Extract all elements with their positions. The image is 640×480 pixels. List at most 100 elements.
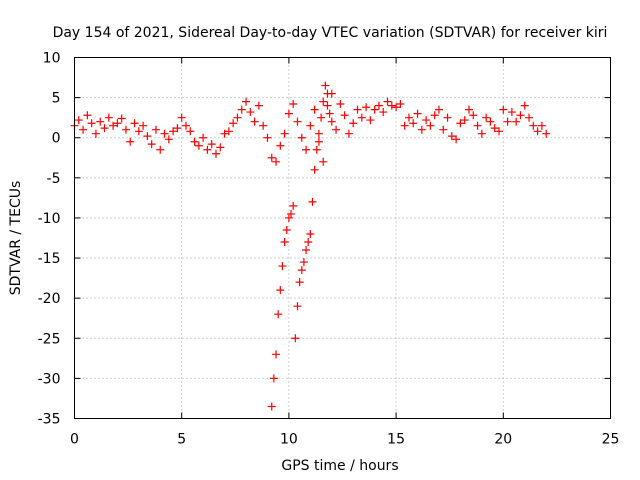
data-point [246, 108, 255, 117]
data-point [156, 145, 165, 154]
data-point [295, 278, 304, 287]
data-point [280, 238, 289, 247]
x-tick-label: 15 [387, 432, 405, 448]
data-point [272, 157, 281, 166]
data-point [417, 125, 426, 134]
data-point [194, 141, 203, 150]
data-point [134, 127, 143, 136]
data-point [477, 129, 486, 138]
data-point [267, 153, 276, 162]
data-point [263, 133, 272, 142]
data-point [308, 197, 317, 206]
data-point [456, 119, 465, 128]
data-point [130, 119, 139, 128]
data-point [74, 116, 83, 125]
data-point [100, 124, 109, 133]
data-points [70, 81, 551, 411]
x-tick-label: 20 [494, 432, 512, 448]
data-point [443, 113, 452, 122]
data-point [327, 117, 336, 126]
data-point [507, 108, 516, 117]
x-tick-label: 10 [280, 432, 298, 448]
data-point [460, 116, 469, 125]
grid-lines [74, 57, 611, 419]
data-point [525, 113, 534, 122]
data-point [272, 350, 281, 359]
data-point [353, 105, 362, 114]
data-point [486, 117, 495, 126]
data-point [310, 105, 319, 114]
y-axis-label: SDTVAR / TECUs [8, 181, 24, 296]
data-point [542, 129, 551, 138]
data-point [302, 145, 311, 154]
data-point [469, 111, 478, 120]
data-point [126, 137, 135, 146]
data-point [87, 119, 96, 128]
data-point [139, 121, 148, 130]
data-point [314, 129, 323, 138]
data-point [282, 225, 291, 234]
data-point [529, 121, 538, 130]
data-point [229, 119, 238, 128]
data-point [473, 121, 482, 130]
plot-frame [74, 57, 611, 419]
data-point [516, 111, 525, 120]
data-point [143, 132, 152, 141]
data-point [409, 119, 418, 128]
data-point [370, 105, 379, 114]
data-point [190, 137, 199, 146]
data-point [332, 125, 341, 134]
data-point [216, 143, 225, 152]
data-point [199, 133, 208, 142]
data-point [439, 125, 448, 134]
data-point [392, 103, 401, 112]
data-point [426, 121, 435, 130]
data-point [224, 127, 233, 136]
data-point [306, 121, 315, 130]
data-point [366, 116, 375, 125]
axis-ticks [74, 57, 611, 419]
data-point [121, 125, 130, 134]
data-point [96, 117, 105, 126]
data-point [203, 145, 212, 154]
y-tick-label: -20 [38, 291, 61, 307]
data-point [250, 117, 259, 126]
data-point [79, 125, 88, 134]
data-point [293, 302, 302, 311]
data-point [314, 137, 323, 146]
data-point [274, 310, 283, 319]
data-point [160, 129, 169, 138]
data-point [434, 105, 443, 114]
data-point [464, 105, 473, 114]
data-point [325, 109, 334, 118]
data-point [383, 97, 392, 106]
data-point [452, 135, 461, 144]
data-point [357, 113, 366, 122]
data-point [321, 81, 330, 90]
y-tick-label: -30 [38, 371, 61, 387]
data-point [312, 145, 321, 154]
y-tick-label: -15 [38, 251, 61, 267]
data-point [276, 286, 285, 295]
data-point [344, 129, 353, 138]
data-point [482, 113, 491, 122]
data-point [164, 135, 173, 144]
x-tick-labels: 0 5 10 15 20 25 [70, 432, 619, 448]
data-point [336, 100, 345, 109]
data-point [404, 113, 413, 122]
data-point [117, 114, 126, 123]
x-tick-label: 25 [602, 432, 620, 448]
data-point [169, 127, 178, 136]
y-tick-label: 0 [52, 131, 61, 147]
y-tick-label: 10 [43, 51, 61, 67]
data-point [340, 111, 349, 120]
data-point [147, 140, 156, 149]
data-point [447, 132, 456, 141]
x-axis-label: GPS time / hours [281, 458, 398, 474]
data-point [276, 141, 285, 150]
y-tick-label: -35 [38, 412, 61, 428]
data-point [291, 334, 300, 343]
y-tick-label: -10 [38, 211, 61, 227]
data-point [113, 119, 122, 128]
